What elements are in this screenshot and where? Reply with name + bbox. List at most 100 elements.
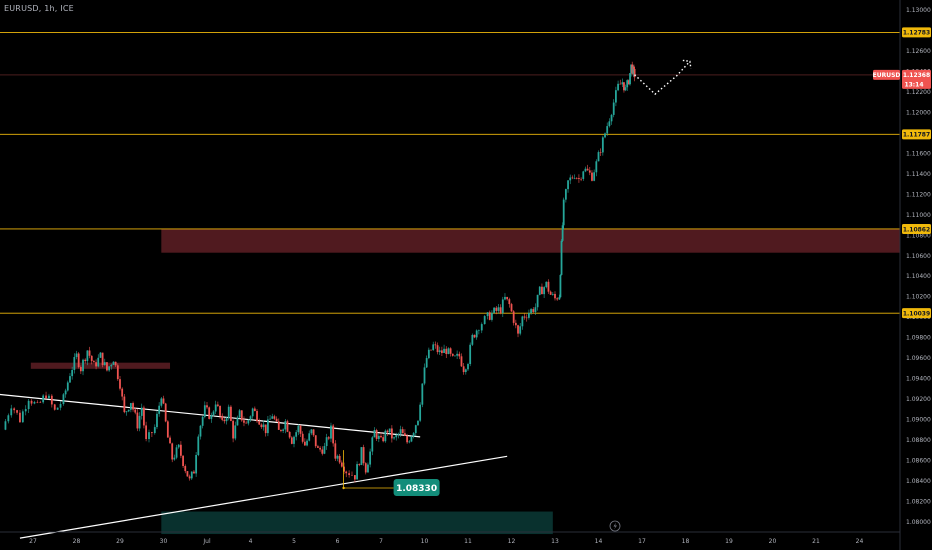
zones-layer <box>30 228 900 535</box>
candle-body <box>528 313 530 318</box>
candle-body <box>153 427 156 434</box>
candle-body <box>514 322 517 326</box>
candle-body <box>595 161 598 173</box>
y-tick-label: 1.08200 <box>906 498 931 505</box>
candle-body <box>221 415 224 420</box>
candle-body <box>193 471 195 474</box>
candle-body <box>301 433 304 442</box>
candle-body <box>578 178 580 179</box>
annotation-label: 1.08330 <box>396 484 437 494</box>
y-tick-label: 1.10400 <box>906 273 931 280</box>
candle-body <box>33 402 36 404</box>
level-tag-bg <box>902 27 931 38</box>
candle-body <box>388 428 391 433</box>
y-tick-label: 1.08600 <box>906 457 931 464</box>
candle-body <box>319 447 321 450</box>
candle-body <box>227 406 230 419</box>
candle-body <box>162 398 165 404</box>
candle-body <box>232 420 234 439</box>
trendline-0 <box>0 393 421 438</box>
candle-body <box>593 172 596 181</box>
candle-body <box>369 451 372 465</box>
candle-body <box>151 432 153 434</box>
candle-body <box>129 403 132 410</box>
candle-body <box>441 350 443 353</box>
x-tick-label: 19 <box>725 538 733 545</box>
lightning-icon-ring <box>609 520 621 532</box>
candle-body <box>214 404 217 412</box>
horizontal-levels-layer <box>0 31 900 314</box>
candle-body <box>343 466 345 472</box>
candle-body <box>314 435 317 447</box>
candle-body <box>79 367 82 372</box>
candle-body <box>512 311 515 323</box>
candle-body <box>610 114 613 122</box>
candle-body <box>460 356 463 367</box>
candle-body <box>140 407 143 416</box>
candle-body <box>354 475 356 480</box>
candle-body <box>458 353 461 357</box>
candle-body <box>561 225 564 241</box>
trendlines-layer <box>0 393 508 539</box>
candle-body <box>88 350 91 356</box>
candle-body <box>103 362 106 366</box>
candle-body <box>615 90 617 103</box>
candle-body <box>597 152 600 162</box>
candle-body <box>421 383 424 405</box>
candle-body <box>108 366 111 371</box>
candle-body <box>559 274 562 298</box>
candle-body <box>206 405 208 408</box>
candle-body <box>633 68 636 78</box>
level-tag-label: 1.10039 <box>903 310 930 317</box>
candle-body <box>16 410 18 413</box>
candle-body <box>64 390 67 395</box>
candle-body <box>395 435 398 438</box>
candle-body <box>356 464 358 480</box>
candle-body <box>547 281 550 292</box>
candle-body <box>230 406 232 421</box>
candle-body <box>125 411 128 413</box>
candle-body <box>312 429 315 436</box>
candle-body <box>508 299 511 305</box>
candle-body <box>438 350 441 353</box>
candle-body <box>510 304 513 312</box>
candle-body <box>48 395 50 399</box>
candle-body <box>630 64 633 74</box>
candle-body <box>606 126 609 134</box>
candle-body <box>317 446 319 448</box>
candle-body <box>449 348 452 354</box>
x-tick-label: 28 <box>73 538 81 545</box>
candle-body <box>119 379 121 389</box>
candle-body <box>382 437 385 442</box>
candle-body <box>114 361 117 366</box>
candle-body <box>249 416 252 420</box>
candle-body <box>336 455 339 459</box>
y-tick-label: 1.11400 <box>906 171 931 178</box>
candle-body <box>127 409 130 412</box>
candle-body <box>582 171 585 179</box>
candle-body <box>410 436 413 442</box>
candle-body <box>532 309 535 312</box>
candle-body <box>293 436 295 444</box>
candle-body <box>475 330 478 338</box>
candle-body <box>323 446 326 454</box>
level-tag-bg <box>902 129 931 140</box>
candle-body <box>443 348 445 353</box>
candle-body <box>624 87 627 91</box>
candle-body <box>451 353 454 356</box>
candle-body <box>327 437 330 439</box>
level-tag-label: 1.12783 <box>903 30 930 37</box>
candle-body <box>384 430 387 442</box>
y-tick-label: 1.09000 <box>906 416 931 423</box>
candle-body <box>310 429 313 434</box>
candle-body <box>290 437 293 444</box>
candle-body <box>551 293 554 295</box>
candle-body <box>95 362 97 367</box>
time-axis[interactable]: 27 28 29 30 Jul 4 5 6 7 10 11 12 13 14 17 18 19 20 21 24 <box>0 531 900 545</box>
candle-body <box>541 286 543 295</box>
x-tick-label: 5 <box>292 538 296 545</box>
candle-body <box>21 411 24 423</box>
candle-body <box>123 396 126 413</box>
candle-body <box>164 403 167 422</box>
